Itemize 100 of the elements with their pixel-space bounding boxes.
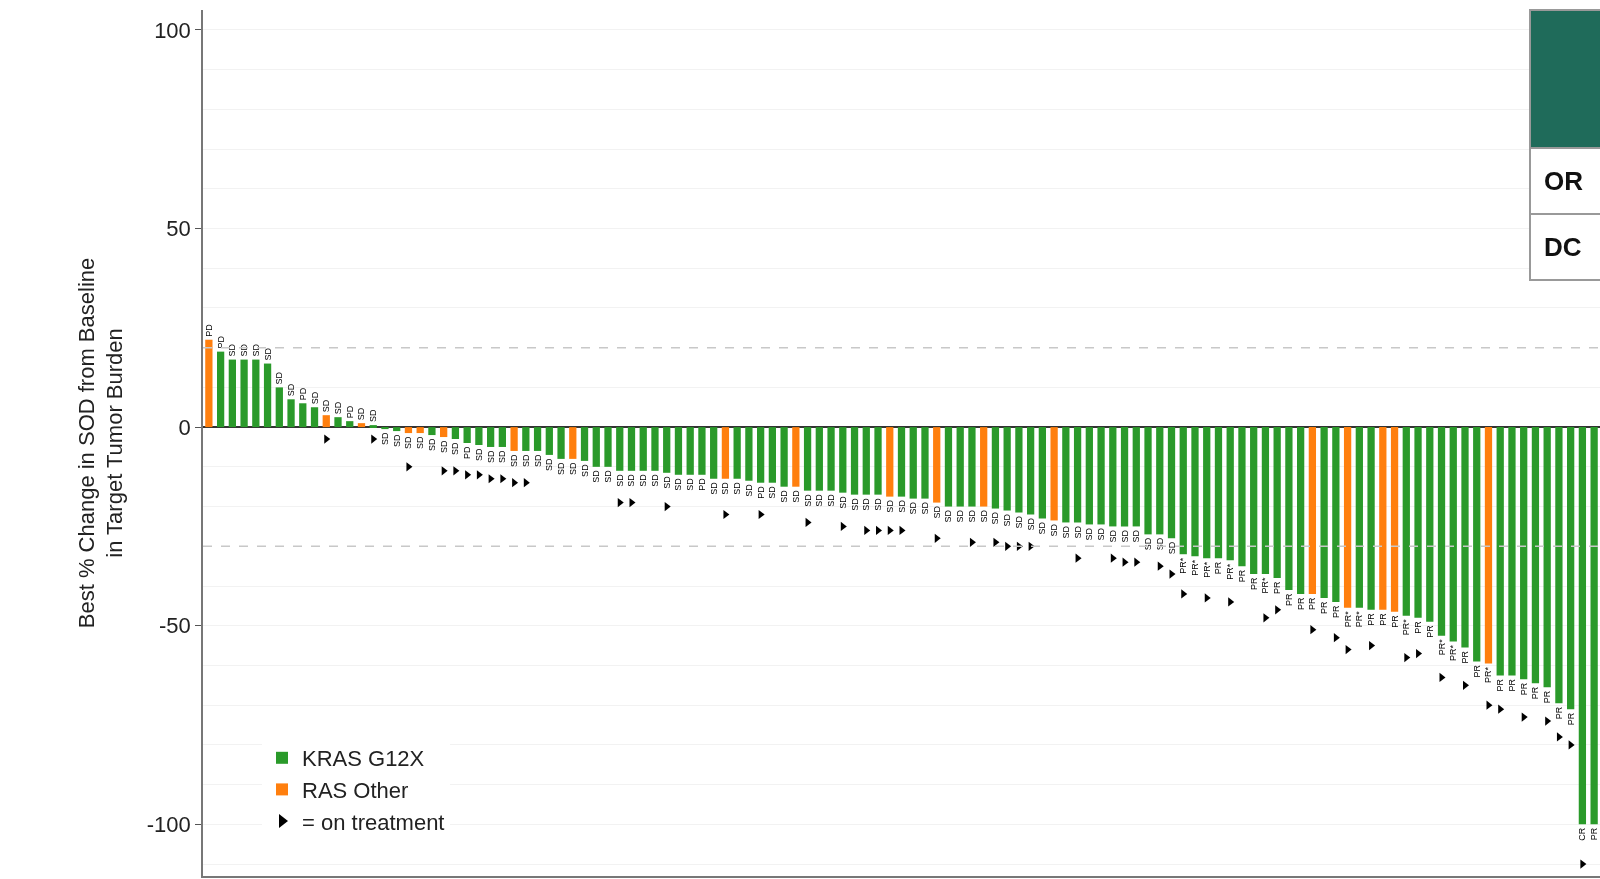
annotation: DC bbox=[1544, 232, 1582, 262]
point bbox=[500, 474, 507, 484]
data-label: PR bbox=[1413, 620, 1424, 634]
data-label: PR* bbox=[1225, 563, 1236, 580]
bar bbox=[1297, 427, 1305, 594]
point bbox=[453, 466, 460, 476]
bar bbox=[604, 427, 612, 467]
bar bbox=[686, 427, 694, 475]
data-label: PR* bbox=[1401, 618, 1412, 636]
bar bbox=[1203, 427, 1211, 559]
point bbox=[1556, 732, 1563, 742]
y-tick-label: 100 bbox=[154, 17, 191, 43]
data-label: SD bbox=[849, 497, 860, 511]
bar bbox=[956, 427, 964, 507]
point bbox=[324, 434, 331, 444]
bar bbox=[1144, 427, 1152, 535]
data-label: SD bbox=[978, 509, 989, 523]
data-label: SD bbox=[767, 485, 778, 499]
data-label: PR* bbox=[1436, 638, 1447, 656]
data-label: SD bbox=[286, 383, 297, 397]
bar bbox=[839, 427, 847, 493]
bar bbox=[322, 415, 330, 428]
bar bbox=[874, 427, 882, 495]
bar bbox=[545, 427, 553, 455]
bar bbox=[850, 427, 859, 495]
legend-label: = on treatment bbox=[302, 809, 445, 835]
bar bbox=[663, 427, 671, 473]
bar bbox=[557, 427, 565, 459]
bar bbox=[1308, 427, 1317, 594]
bar bbox=[1567, 427, 1575, 710]
data-label: SD bbox=[614, 473, 625, 487]
bar bbox=[1473, 427, 1481, 662]
bar bbox=[1343, 427, 1352, 608]
data-label: SD bbox=[884, 499, 895, 513]
bar bbox=[1226, 427, 1234, 561]
data-label: PR bbox=[1248, 577, 1259, 591]
data-label: PR* bbox=[1189, 559, 1200, 576]
point bbox=[1005, 541, 1012, 551]
data-label: SD bbox=[368, 409, 379, 423]
bar bbox=[1590, 427, 1598, 825]
bar bbox=[451, 427, 460, 440]
data-label: SD bbox=[403, 436, 414, 450]
bar bbox=[1414, 427, 1422, 618]
data-label: PR bbox=[1307, 596, 1318, 610]
data-label: SD bbox=[579, 463, 590, 477]
bar bbox=[1073, 427, 1082, 523]
bar bbox=[252, 359, 260, 428]
data-label: PR* bbox=[1201, 561, 1212, 578]
bar bbox=[980, 427, 988, 507]
data-label: SD bbox=[685, 477, 696, 491]
data-label: SD bbox=[333, 401, 343, 415]
bar bbox=[1379, 427, 1387, 610]
data-label: SD bbox=[356, 407, 367, 421]
bar bbox=[486, 427, 495, 447]
data-label: SD bbox=[450, 442, 461, 456]
data-label: PR bbox=[1236, 569, 1247, 583]
data-label: PR bbox=[1565, 712, 1576, 726]
bar bbox=[510, 427, 518, 451]
data-label: PR bbox=[1424, 624, 1435, 638]
data-label: SD bbox=[720, 481, 731, 495]
bar bbox=[569, 427, 577, 459]
bar bbox=[933, 427, 941, 503]
bar bbox=[1003, 427, 1011, 511]
bar bbox=[815, 427, 823, 491]
bar bbox=[1508, 427, 1516, 676]
data-label: SD bbox=[638, 473, 649, 487]
bar bbox=[710, 427, 718, 479]
data-label: SD bbox=[415, 436, 426, 450]
bar bbox=[369, 425, 377, 428]
data-label: PR bbox=[1589, 827, 1600, 841]
data-label: CR bbox=[1577, 827, 1588, 841]
bar bbox=[627, 427, 636, 471]
data-label: PD bbox=[755, 485, 766, 499]
data-label: PR bbox=[1295, 596, 1306, 610]
data-label: SD bbox=[1143, 537, 1154, 551]
bar bbox=[592, 427, 600, 467]
bar bbox=[263, 363, 272, 428]
data-label: SD bbox=[790, 489, 801, 503]
data-label: PR bbox=[1471, 664, 1482, 678]
data-label: SD bbox=[1037, 521, 1048, 535]
data-label: SD bbox=[321, 399, 332, 413]
bar bbox=[1285, 427, 1293, 590]
data-label: SD bbox=[591, 469, 602, 483]
bar bbox=[1179, 427, 1187, 555]
bar bbox=[944, 427, 953, 507]
data-label: SD bbox=[743, 483, 754, 497]
bar bbox=[1437, 427, 1446, 636]
bar bbox=[1543, 427, 1551, 688]
data-label: SD bbox=[1096, 527, 1107, 541]
data-label: PR bbox=[1506, 678, 1517, 692]
data-label: PR bbox=[1542, 690, 1553, 704]
bar bbox=[393, 427, 401, 432]
data-label: SD bbox=[931, 505, 942, 519]
bar bbox=[756, 427, 765, 483]
data-label: PD bbox=[297, 387, 308, 401]
bar bbox=[1120, 427, 1129, 527]
bar bbox=[404, 427, 413, 434]
bar bbox=[1132, 427, 1140, 527]
annotation: OR bbox=[1544, 166, 1584, 196]
bar bbox=[1050, 427, 1058, 521]
